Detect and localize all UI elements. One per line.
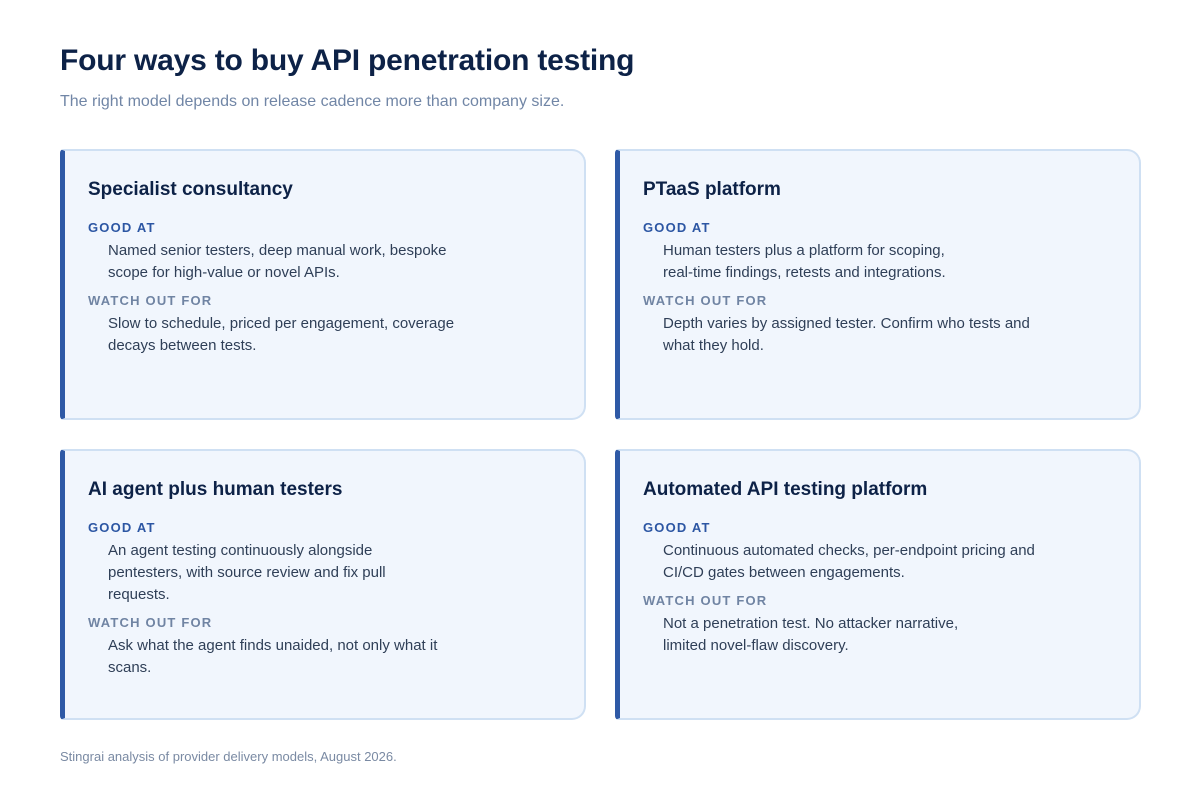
card-title: Automated API testing platform — [643, 479, 928, 500]
card-automated-api-testing-platform: Automated API testing platform GOOD AT C… — [615, 449, 1141, 720]
watch-out-for-text: Ask what the agent finds unaided, not on… — [108, 637, 438, 676]
good-at-text: Continuous automated checks, per-endpoin… — [663, 542, 1035, 581]
card-title: AI agent plus human testers — [88, 479, 343, 500]
good-at-label: GOOD AT — [88, 520, 156, 535]
watch-out-for-text: Not a penetration test. No attacker narr… — [663, 615, 959, 654]
good-at-label: GOOD AT — [643, 220, 711, 235]
card-specialist-consultancy: Specialist consultancy GOOD AT Named sen… — [60, 149, 586, 420]
card-title: Specialist consultancy — [88, 179, 293, 200]
good-at-text: An agent testing continuously alongside … — [108, 542, 386, 603]
watch-out-for-label: WATCH OUT FOR — [643, 293, 768, 308]
card-ptaas-platform: PTaaS platform GOOD AT Human testers plu… — [615, 149, 1141, 420]
good-at-text: Human testers plus a platform for scopin… — [663, 242, 946, 281]
watch-out-for-label: WATCH OUT FOR — [88, 615, 213, 630]
watch-out-for-text: Slow to schedule, priced per engagement,… — [108, 315, 455, 354]
good-at-label: GOOD AT — [643, 520, 711, 535]
watch-out-for-label: WATCH OUT FOR — [643, 593, 768, 608]
page-title: Four ways to buy API penetration testing — [60, 44, 635, 77]
card-ai-agent-plus-human-testers: AI agent plus human testers GOOD AT An a… — [60, 449, 586, 720]
card-title: PTaaS platform — [643, 179, 781, 200]
page-subtitle: The right model depends on release caden… — [60, 93, 565, 110]
watch-out-for-text: Depth varies by assigned tester. Confirm… — [663, 315, 1030, 354]
good-at-label: GOOD AT — [88, 220, 156, 235]
watch-out-for-label: WATCH OUT FOR — [88, 293, 213, 308]
good-at-text: Named senior testers, deep manual work, … — [108, 242, 447, 281]
source-note: Stingrai analysis of provider delivery m… — [60, 749, 397, 764]
